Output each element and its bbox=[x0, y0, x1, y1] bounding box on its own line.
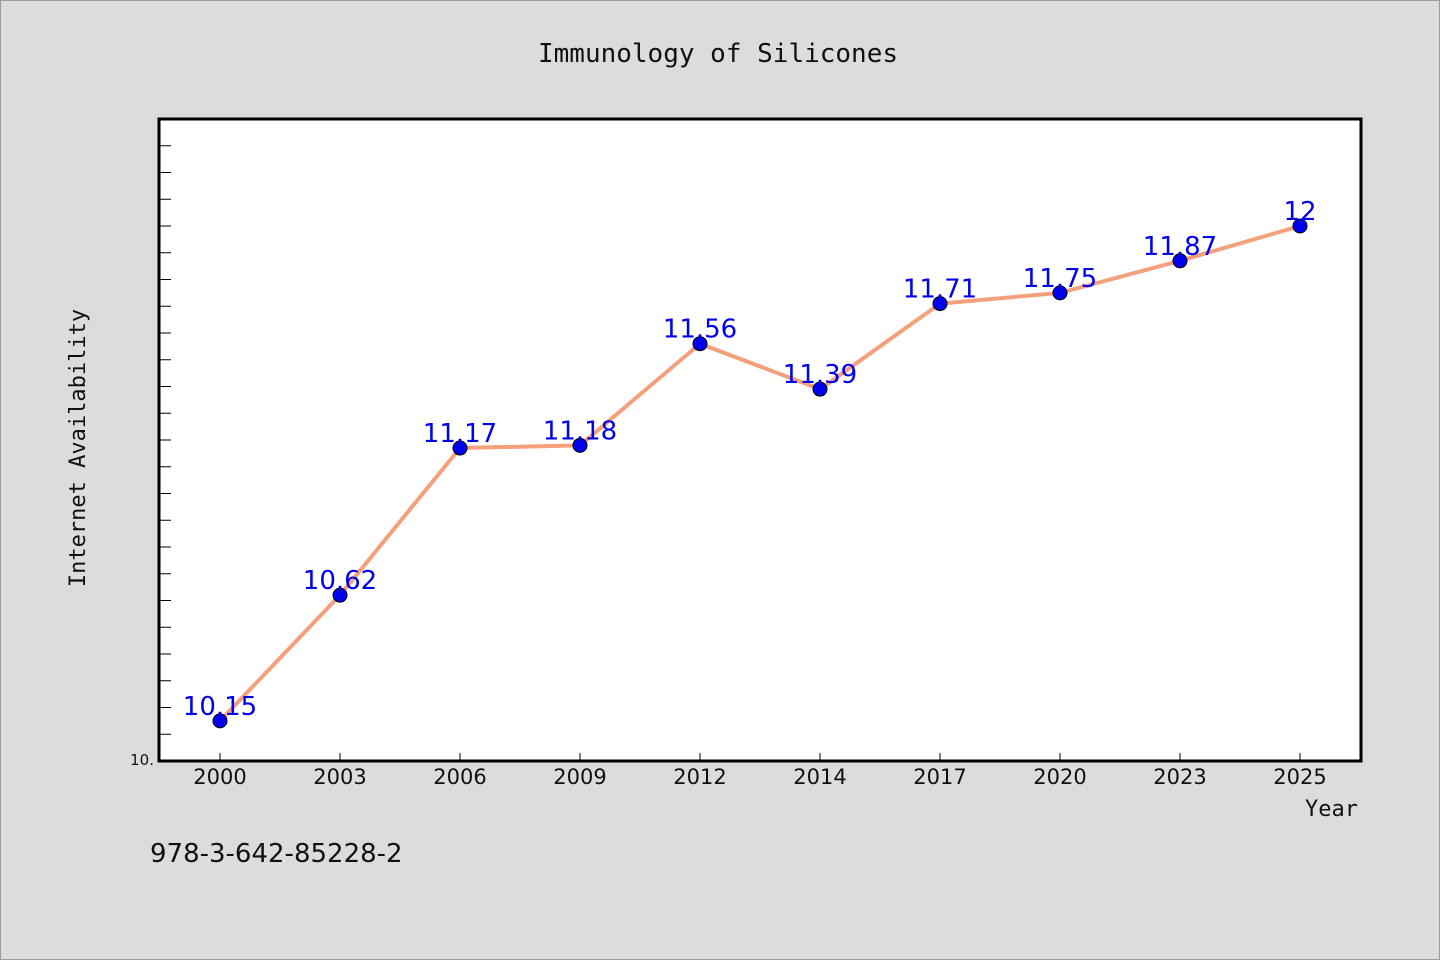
data-label: 11.71 bbox=[903, 275, 977, 305]
y-axis-title: Internet Availability bbox=[66, 309, 91, 587]
data-point bbox=[1292, 218, 1308, 234]
y-tick-label: 10. bbox=[130, 751, 154, 769]
series-line bbox=[218, 224, 1301, 723]
data-point bbox=[1172, 253, 1188, 269]
data-label: 11.56 bbox=[663, 315, 737, 345]
data-label: 10.62 bbox=[303, 566, 377, 596]
data-point bbox=[332, 587, 348, 603]
x-axis-title: Year bbox=[1305, 797, 1358, 822]
x-tick-label: 2020 bbox=[1033, 765, 1086, 789]
plot-area bbox=[157, 117, 1363, 763]
x-tick-label: 2014 bbox=[793, 765, 846, 789]
data-point bbox=[812, 381, 828, 397]
data-point bbox=[692, 336, 708, 352]
x-tick-label: 2000 bbox=[193, 765, 246, 789]
x-tick-label: 2023 bbox=[1153, 765, 1206, 789]
data-label: 11.87 bbox=[1143, 232, 1217, 262]
data-label: 11.17 bbox=[423, 419, 497, 449]
footer-identifier: 978-3-642-85228-2 bbox=[150, 839, 403, 869]
data-label: 11.39 bbox=[783, 360, 857, 390]
x-tick-label: 2003 bbox=[313, 765, 366, 789]
data-label: 12 bbox=[1283, 197, 1316, 227]
data-point bbox=[452, 440, 468, 456]
x-tick-label: 2017 bbox=[913, 765, 966, 789]
y-axis-ticks bbox=[159, 145, 171, 735]
x-axis-ticks bbox=[219, 753, 1301, 761]
x-tick-label: 2012 bbox=[673, 765, 726, 789]
x-axis-tick-labels: 2000 2003 2006 2009 2012 2014 2017 2020 2023 2025 bbox=[193, 765, 1326, 789]
data-point bbox=[212, 713, 228, 729]
data-label: 11.18 bbox=[543, 416, 617, 446]
data-point bbox=[1052, 285, 1068, 301]
x-tick-label: 2009 bbox=[553, 765, 606, 789]
data-point bbox=[932, 296, 948, 312]
x-tick-label: 2025 bbox=[1273, 765, 1326, 789]
data-points bbox=[212, 218, 1308, 729]
data-point bbox=[572, 437, 588, 453]
data-labels: 10.15 10.62 11.17 11.18 11.56 11.39 11.71 11.75… bbox=[183, 197, 1317, 722]
data-label: 10.15 bbox=[183, 692, 257, 722]
x-tick-label: 2006 bbox=[433, 765, 486, 789]
chart-title: Immunology of Silicones bbox=[538, 39, 898, 69]
data-label: 11.75 bbox=[1023, 264, 1097, 294]
